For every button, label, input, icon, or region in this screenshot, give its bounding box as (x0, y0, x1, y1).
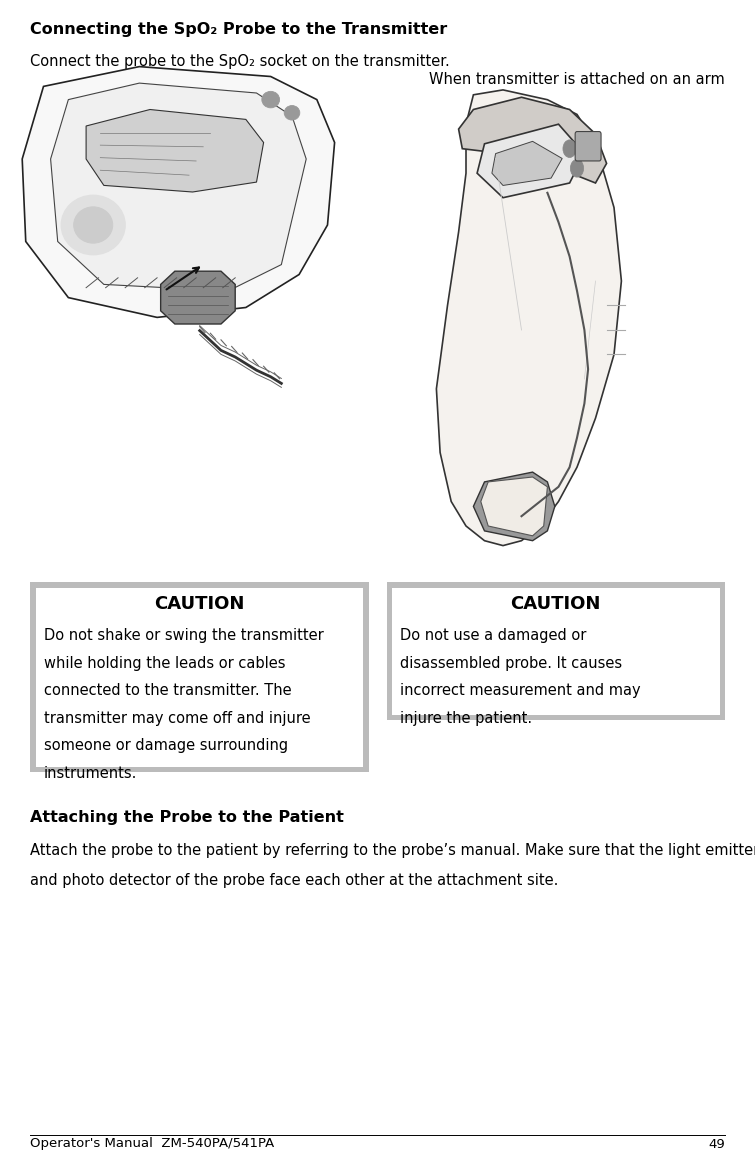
Text: incorrect measurement and may: incorrect measurement and may (400, 683, 641, 698)
Text: injure the patient.: injure the patient. (400, 711, 532, 726)
Text: someone or damage surrounding: someone or damage surrounding (44, 738, 288, 753)
Text: When transmitter is attached on an arm: When transmitter is attached on an arm (430, 71, 725, 88)
Polygon shape (481, 477, 547, 536)
Text: Attaching the Probe to the Patient: Attaching the Probe to the Patient (30, 810, 344, 825)
Text: Connect the probe to the SpO₂ socket on the transmitter.: Connect the probe to the SpO₂ socket on … (30, 54, 450, 69)
Polygon shape (492, 142, 562, 185)
Circle shape (61, 196, 125, 255)
Circle shape (74, 207, 112, 243)
Polygon shape (86, 109, 263, 192)
Circle shape (284, 106, 300, 120)
Circle shape (570, 159, 584, 177)
Text: and photo detector of the probe face each other at the attachment site.: and photo detector of the probe face eac… (30, 873, 559, 888)
Polygon shape (473, 472, 555, 540)
FancyBboxPatch shape (30, 582, 368, 772)
Text: connected to the transmitter. The: connected to the transmitter. The (44, 683, 291, 698)
Polygon shape (458, 97, 606, 183)
Polygon shape (161, 271, 236, 324)
Text: Operator's Manual  ZM-540PA/541PA: Operator's Manual ZM-540PA/541PA (30, 1137, 274, 1151)
Text: transmitter may come off and injure: transmitter may come off and injure (44, 711, 310, 726)
Text: CAUTION: CAUTION (510, 594, 601, 613)
Text: while holding the leads or cables: while holding the leads or cables (44, 655, 285, 670)
Text: disassembled probe. It causes: disassembled probe. It causes (400, 655, 622, 670)
FancyBboxPatch shape (575, 131, 601, 161)
FancyBboxPatch shape (387, 582, 725, 720)
Text: instruments.: instruments. (44, 765, 137, 781)
Text: CAUTION: CAUTION (154, 594, 245, 613)
Text: Connecting the SpO₂ Probe to the Transmitter: Connecting the SpO₂ Probe to the Transmi… (30, 22, 447, 37)
Polygon shape (477, 124, 584, 198)
Circle shape (563, 139, 576, 158)
Text: Do not use a damaged or: Do not use a damaged or (400, 628, 587, 643)
FancyBboxPatch shape (35, 588, 363, 766)
Circle shape (262, 91, 279, 108)
Text: Attach the probe to the patient by referring to the probe’s manual. Make sure th: Attach the probe to the patient by refer… (30, 843, 755, 858)
FancyBboxPatch shape (392, 588, 720, 714)
Text: Do not shake or swing the transmitter: Do not shake or swing the transmitter (44, 628, 323, 643)
Polygon shape (51, 83, 307, 291)
Polygon shape (22, 67, 334, 318)
Text: 49: 49 (708, 1137, 725, 1151)
Polygon shape (436, 90, 621, 546)
